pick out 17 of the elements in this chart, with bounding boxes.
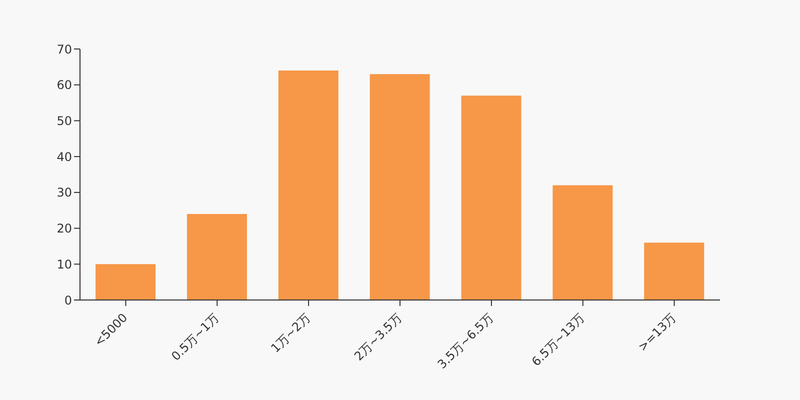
y-tick-label: 50 <box>56 114 72 128</box>
bar <box>96 264 156 300</box>
y-tick-label: 60 <box>56 78 72 92</box>
bar <box>370 74 430 300</box>
bar <box>278 70 338 300</box>
bar <box>644 242 704 300</box>
y-tick-label: 30 <box>56 186 72 200</box>
bar <box>461 96 522 300</box>
y-tick-label: 70 <box>56 42 72 56</box>
y-tick-label: 40 <box>56 150 72 164</box>
x-tick-label: 1万~2万 <box>268 310 314 356</box>
x-tick-label: 0.5万~1万 <box>168 310 222 364</box>
y-tick-label: 10 <box>56 257 72 272</box>
bar <box>186 214 247 300</box>
bar <box>552 185 613 300</box>
y-tick-label: 20 <box>56 222 72 236</box>
y-tick-label: 0 <box>64 293 72 308</box>
